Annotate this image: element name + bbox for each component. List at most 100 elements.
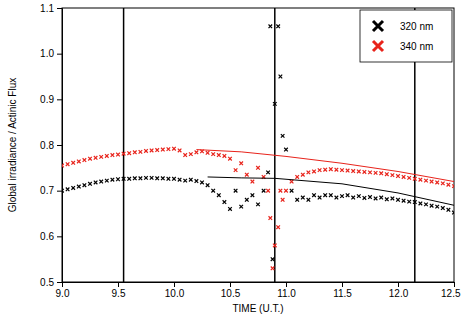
point xyxy=(99,155,103,159)
point xyxy=(99,180,103,184)
point xyxy=(396,174,400,178)
point xyxy=(183,153,187,157)
point xyxy=(340,168,344,172)
point xyxy=(62,164,64,168)
tick-label: 11.5 xyxy=(333,288,352,299)
point xyxy=(116,153,120,157)
point xyxy=(178,178,182,182)
point xyxy=(307,198,311,202)
point xyxy=(155,148,159,152)
point xyxy=(363,170,367,174)
axis-line xyxy=(63,283,455,288)
plot-frame xyxy=(62,8,454,282)
point xyxy=(161,177,165,181)
y-axis-title: Global irradiance / Actinic Flux xyxy=(7,78,18,213)
tick: 9.5 xyxy=(112,282,126,299)
point xyxy=(178,149,182,153)
point xyxy=(402,175,406,179)
tick: 11.5 xyxy=(333,282,352,299)
point xyxy=(189,152,193,156)
point xyxy=(127,177,131,181)
series-points xyxy=(62,147,454,270)
point xyxy=(307,171,311,175)
point xyxy=(83,158,87,162)
point xyxy=(223,200,227,204)
point xyxy=(295,175,299,179)
point xyxy=(66,162,70,166)
tick-mark xyxy=(286,282,287,287)
tick-label: 0.6 xyxy=(40,231,54,242)
tick-label: 9.5 xyxy=(112,288,126,299)
tick-label: 9.0 xyxy=(56,288,70,299)
tick: 0.8 xyxy=(40,140,62,151)
point xyxy=(276,24,280,28)
point xyxy=(144,149,148,153)
tick-label: 11.0 xyxy=(277,288,296,299)
point xyxy=(195,179,199,183)
point xyxy=(105,179,109,183)
point xyxy=(396,198,400,202)
point xyxy=(94,181,98,185)
point xyxy=(281,134,285,138)
point xyxy=(239,205,243,209)
tick-mark xyxy=(57,8,62,9)
point xyxy=(323,168,327,172)
point xyxy=(245,198,249,202)
point xyxy=(234,168,238,172)
x-axis: 9.09.510.010.511.011.512.012.5 xyxy=(56,282,461,299)
point xyxy=(279,75,283,79)
data-area xyxy=(62,8,454,282)
point xyxy=(66,187,70,191)
point xyxy=(266,189,270,193)
point xyxy=(329,167,333,171)
axis-line xyxy=(57,9,63,283)
point xyxy=(228,157,232,161)
tick-label: 12.0 xyxy=(389,288,409,299)
point xyxy=(346,169,350,173)
tick: 10.5 xyxy=(221,282,241,299)
tick-mark xyxy=(454,282,455,287)
point xyxy=(284,189,288,193)
tick-mark xyxy=(342,282,343,287)
x-axis-title: TIME (U.T.) xyxy=(232,303,283,314)
point xyxy=(357,170,361,174)
point xyxy=(363,196,367,200)
point xyxy=(419,178,423,182)
point xyxy=(374,197,378,201)
legend: 320 nm340 nm xyxy=(360,10,452,62)
point xyxy=(94,156,98,160)
point xyxy=(111,153,115,157)
tick-mark xyxy=(57,99,62,100)
tick-mark xyxy=(174,282,175,287)
point xyxy=(116,177,120,181)
point xyxy=(228,207,232,211)
point xyxy=(340,194,344,198)
tick-mark xyxy=(57,54,62,55)
point xyxy=(402,199,406,203)
point xyxy=(368,195,372,199)
tick-mark xyxy=(57,145,62,146)
point xyxy=(245,173,249,177)
point xyxy=(379,196,383,200)
point xyxy=(295,198,299,202)
point xyxy=(183,179,187,183)
point xyxy=(281,198,285,202)
point xyxy=(223,154,227,158)
point xyxy=(407,200,411,204)
point xyxy=(256,203,260,207)
point xyxy=(144,176,148,180)
point xyxy=(139,150,143,154)
point xyxy=(71,186,75,190)
tick-label: 0.8 xyxy=(40,140,54,151)
point xyxy=(269,24,273,28)
tick: 9.0 xyxy=(56,282,70,299)
point xyxy=(447,208,451,212)
point xyxy=(251,193,255,197)
point xyxy=(312,193,316,197)
point xyxy=(234,189,238,193)
point xyxy=(217,153,221,157)
plot: 9.09.510.010.511.011.512.012.50.50.60.70… xyxy=(40,3,461,299)
point xyxy=(335,168,339,172)
point xyxy=(385,198,389,202)
tick: 12.5 xyxy=(441,282,461,299)
